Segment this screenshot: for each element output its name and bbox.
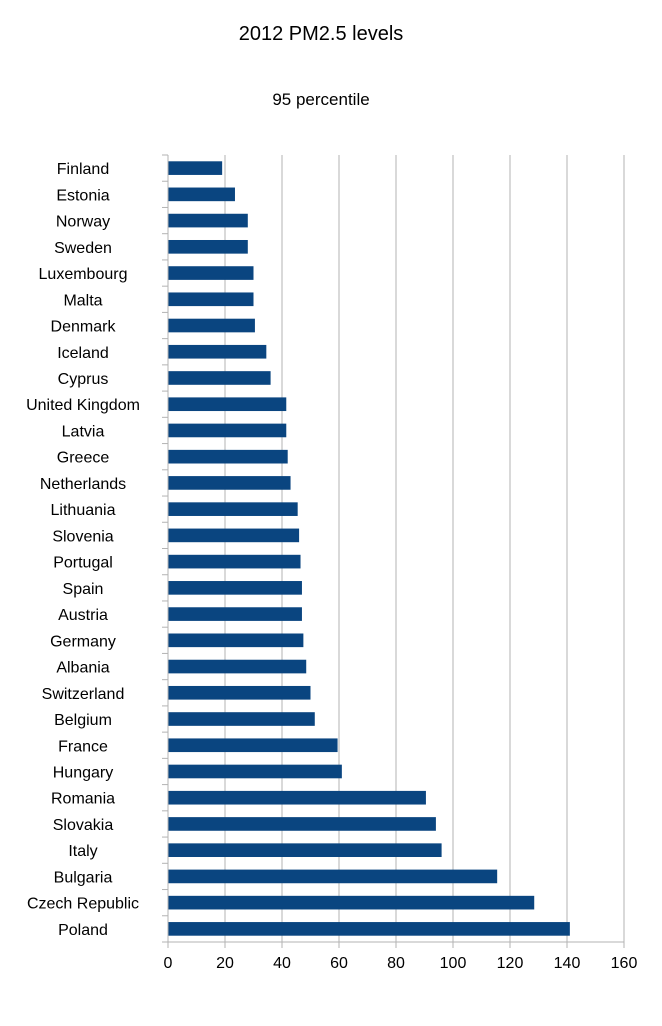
category-label: Slovakia xyxy=(53,817,114,834)
category-label: Switzerland xyxy=(42,686,125,703)
category-label: Netherlands xyxy=(40,476,126,493)
category-label: Slovenia xyxy=(52,528,113,545)
category-labels: Finland Estonia Norway Sweden Luxembourg Malt… xyxy=(26,161,140,939)
bar xyxy=(168,502,298,516)
bar xyxy=(168,213,248,228)
x-tick-labels: 0 20 40 60 80 100 120 140 160 xyxy=(164,955,638,972)
bar xyxy=(168,869,498,884)
bar xyxy=(168,581,302,595)
bar xyxy=(168,607,302,621)
bar xyxy=(168,843,442,858)
category-label: Italy xyxy=(68,843,97,860)
bar xyxy=(168,449,288,464)
category-label: Estonia xyxy=(56,187,109,204)
category-label: Czech Republic xyxy=(27,896,139,913)
chart-title: 2012 PM2.5 levels xyxy=(239,23,404,45)
category-label: Lithuania xyxy=(51,502,116,519)
category-label: Hungary xyxy=(53,764,113,781)
category-label: Norway xyxy=(56,214,110,231)
category-label: Romania xyxy=(51,791,115,808)
bar xyxy=(168,371,271,385)
category-label: Belgium xyxy=(54,712,112,729)
x-tick-label: 80 xyxy=(387,955,405,972)
x-tick-label: 20 xyxy=(216,955,234,972)
x-tick-label: 100 xyxy=(440,955,467,972)
category-label: Portugal xyxy=(53,555,113,572)
category-label: Austria xyxy=(58,607,108,624)
category-label: Cyprus xyxy=(58,371,109,388)
bar xyxy=(168,397,287,412)
bar xyxy=(168,790,426,805)
category-label: Latvia xyxy=(62,423,105,440)
category-label: Germany xyxy=(50,633,116,650)
category-label: Poland xyxy=(58,922,108,939)
bar xyxy=(168,292,254,307)
category-label: Finland xyxy=(57,161,109,178)
bar xyxy=(168,922,570,936)
bar xyxy=(168,528,300,543)
chart-subtitle: 95 percentile xyxy=(272,90,369,109)
bar xyxy=(168,239,248,254)
bar xyxy=(168,318,255,333)
x-tick-label: 140 xyxy=(554,955,581,972)
bar xyxy=(168,659,307,674)
gridlines xyxy=(224,155,625,942)
bar xyxy=(168,161,223,175)
x-tick-label: 40 xyxy=(273,955,291,972)
bar xyxy=(168,344,267,359)
x-tick-label: 160 xyxy=(611,955,638,972)
category-label: Malta xyxy=(63,292,102,309)
bar xyxy=(168,712,315,726)
category-label: Greece xyxy=(57,450,110,467)
axes xyxy=(162,154,625,948)
category-label: France xyxy=(58,738,108,755)
x-tick-label: 0 xyxy=(164,955,173,972)
category-label: United Kingdom xyxy=(26,397,140,414)
bar xyxy=(168,764,342,779)
category-label: Albania xyxy=(56,660,109,677)
bar xyxy=(168,266,254,280)
category-label: Bulgaria xyxy=(54,869,113,886)
category-label: Iceland xyxy=(57,345,109,362)
bar xyxy=(168,423,287,438)
x-tick-label: 60 xyxy=(330,955,348,972)
bar xyxy=(168,738,338,753)
bar xyxy=(168,895,535,910)
bar xyxy=(168,685,311,700)
category-label: Luxembourg xyxy=(39,266,128,283)
x-tick-label: 120 xyxy=(497,955,524,972)
bars xyxy=(168,161,570,936)
bar xyxy=(168,633,304,648)
bar xyxy=(168,476,291,490)
bar xyxy=(168,817,436,831)
category-label: Spain xyxy=(63,581,104,598)
category-label: Sweden xyxy=(54,240,112,257)
bar xyxy=(168,187,235,202)
category-label: Denmark xyxy=(51,319,117,336)
bar xyxy=(168,554,301,569)
